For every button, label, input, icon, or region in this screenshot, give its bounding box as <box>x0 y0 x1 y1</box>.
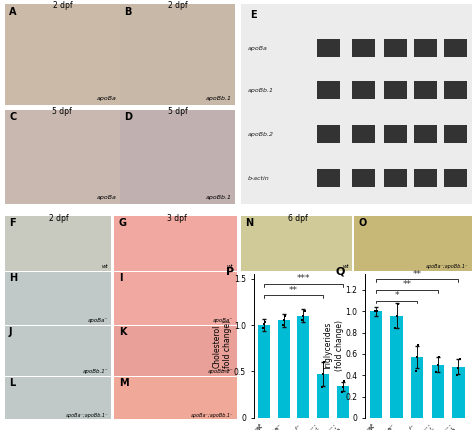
Y-axis label: Triglycerides
(fold change): Triglycerides (fold change) <box>324 320 344 372</box>
Text: apoBb.1: apoBb.1 <box>248 88 273 93</box>
Bar <box>352 81 374 99</box>
Text: apoBa⁻;apoBb.1⁻: apoBa⁻;apoBb.1⁻ <box>191 412 233 418</box>
Text: b-actin: b-actin <box>248 176 269 181</box>
Text: C: C <box>9 113 17 123</box>
Bar <box>317 39 340 57</box>
Text: apoBa: apoBa <box>97 96 117 101</box>
Bar <box>444 81 467 99</box>
Bar <box>414 125 437 143</box>
Bar <box>411 357 423 418</box>
Text: O: O <box>358 218 366 227</box>
Bar <box>352 125 374 143</box>
Bar <box>390 316 403 418</box>
Text: apoBb.1⁻: apoBb.1⁻ <box>208 369 233 374</box>
Text: L: L <box>9 378 15 388</box>
Bar <box>317 81 340 99</box>
Text: D: D <box>125 113 133 123</box>
Text: P: P <box>226 267 234 277</box>
Text: apoBb.2: apoBb.2 <box>248 132 273 137</box>
Bar <box>370 311 382 418</box>
Bar <box>278 320 290 418</box>
Bar <box>384 169 407 187</box>
Text: F: F <box>9 218 16 227</box>
Text: *: * <box>394 291 399 300</box>
Bar <box>384 81 407 99</box>
Bar <box>431 365 444 418</box>
Text: 3 dpf: 3 dpf <box>167 214 186 223</box>
Bar <box>352 39 374 57</box>
Text: N: N <box>245 218 254 227</box>
Bar <box>444 39 467 57</box>
Text: 5 dpf: 5 dpf <box>53 107 72 116</box>
Bar <box>414 39 437 57</box>
Text: wt: wt <box>342 264 349 269</box>
Text: 2 dpf: 2 dpf <box>53 1 72 10</box>
Text: 2 dpf: 2 dpf <box>49 214 69 223</box>
Text: K: K <box>118 327 126 337</box>
Bar <box>444 125 467 143</box>
Text: apoBa⁻;apoBb.1⁻: apoBa⁻;apoBb.1⁻ <box>65 412 108 418</box>
Text: 2 dpf: 2 dpf <box>168 1 187 10</box>
Bar <box>452 367 465 418</box>
Text: Q: Q <box>336 267 345 277</box>
Bar <box>317 169 340 187</box>
Text: H: H <box>9 273 17 283</box>
Text: 6 dpf: 6 dpf <box>288 214 308 223</box>
Bar <box>414 169 437 187</box>
Bar <box>384 125 407 143</box>
Text: apoBa⁻;apoBb.1⁻: apoBa⁻;apoBb.1⁻ <box>426 264 468 269</box>
Bar <box>258 325 270 418</box>
Bar <box>298 316 309 418</box>
Text: apoBb.1: apoBb.1 <box>206 196 232 200</box>
Text: **: ** <box>289 286 298 295</box>
Bar <box>414 81 437 99</box>
Text: apoBb.1: apoBb.1 <box>206 96 232 101</box>
Text: apoBa: apoBa <box>97 196 117 200</box>
Text: E: E <box>250 10 256 20</box>
Text: G: G <box>118 218 127 227</box>
Text: apoBa: apoBa <box>248 46 268 51</box>
Text: wt: wt <box>101 264 108 269</box>
Bar <box>384 39 407 57</box>
Bar <box>317 374 329 418</box>
Text: I: I <box>118 273 122 283</box>
Bar <box>317 125 340 143</box>
Text: apoBa⁻: apoBa⁻ <box>88 317 108 322</box>
Text: apoBb.1⁻: apoBb.1⁻ <box>82 369 108 374</box>
Bar <box>444 169 467 187</box>
Text: ***: *** <box>297 274 310 283</box>
Text: **: ** <box>413 270 421 279</box>
Text: wt: wt <box>227 264 233 269</box>
Y-axis label: Cholesterol
(fold change): Cholesterol (fold change) <box>213 320 232 372</box>
Bar <box>352 169 374 187</box>
Text: M: M <box>118 378 128 388</box>
Bar <box>337 387 348 418</box>
Text: J: J <box>9 327 12 337</box>
Text: A: A <box>9 7 17 17</box>
Text: B: B <box>125 7 132 17</box>
Text: **: ** <box>402 280 411 289</box>
Text: 5 dpf: 5 dpf <box>168 107 187 116</box>
Text: apoBa⁻: apoBa⁻ <box>213 317 233 322</box>
